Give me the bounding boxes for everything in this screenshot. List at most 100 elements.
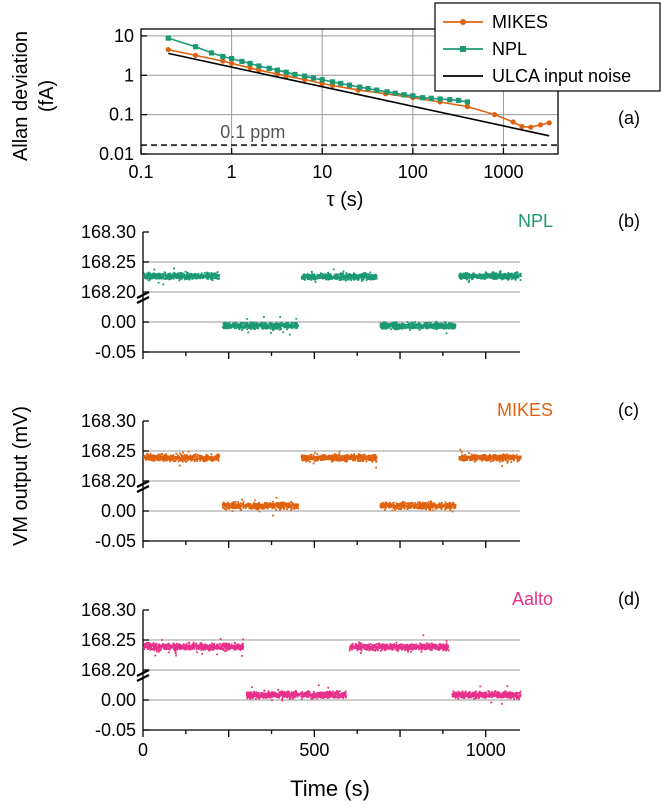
data-point: [321, 277, 323, 279]
data-point: [443, 503, 446, 506]
data-point: [497, 454, 499, 457]
data-point: [160, 276, 162, 278]
data-point: [180, 273, 183, 275]
data-point: [473, 276, 476, 279]
data-point: [194, 273, 196, 276]
data-point: [427, 506, 430, 509]
data-point: [466, 458, 468, 460]
data-point: [445, 327, 448, 330]
data-point: [329, 273, 332, 276]
data-point: [185, 274, 188, 276]
data-point: [473, 456, 476, 458]
data-point-mikes: [229, 60, 235, 67]
data-point: [334, 458, 337, 461]
data-point: [150, 456, 152, 458]
data-point: [383, 324, 385, 327]
x-tick-label: 10: [312, 162, 332, 182]
data-point: [473, 457, 476, 460]
data-point: [305, 274, 307, 277]
data-point: [198, 455, 201, 458]
data-point: [245, 505, 248, 508]
data-point: [458, 456, 461, 458]
data-point: [246, 324, 248, 327]
data-point: [425, 505, 428, 507]
data-point: [370, 276, 373, 279]
data-point: [155, 456, 157, 458]
data-point: [196, 460, 198, 462]
data-point: [165, 453, 168, 455]
data-point: [253, 325, 256, 327]
data-point: [474, 460, 477, 462]
data-point: [247, 331, 250, 334]
data-point: [477, 274, 479, 277]
data-point: [193, 460, 196, 463]
data-point: [374, 457, 376, 460]
data-segment-low: [379, 500, 457, 513]
data-point: [440, 325, 442, 328]
data-point: [338, 453, 341, 455]
data-point: [506, 462, 509, 464]
data-point: [516, 460, 519, 463]
data-point: [421, 326, 423, 328]
data-point: [172, 455, 175, 457]
data-point: [361, 280, 363, 282]
data-point: [317, 455, 320, 458]
data-point: [365, 458, 368, 461]
data-point: [210, 648, 212, 651]
data-point: [476, 457, 478, 460]
data-point: [344, 274, 347, 277]
data-point: [359, 455, 361, 458]
data-point: [400, 503, 403, 505]
data-point-mikes: [247, 65, 253, 71]
data-point: [382, 501, 384, 504]
y-tick-label: 0.00: [101, 690, 136, 710]
data-point: [321, 459, 324, 461]
data-point: [492, 459, 495, 462]
data-point: [202, 277, 204, 279]
data-point: [242, 503, 244, 506]
data-point: [171, 273, 174, 276]
data-point: [401, 502, 404, 505]
data-point: [372, 457, 375, 460]
data-point: [198, 276, 201, 278]
data-point: [438, 323, 440, 325]
data-point: [255, 504, 258, 507]
data-point: [396, 506, 398, 509]
data-point: [194, 454, 197, 457]
data-point: [408, 502, 411, 505]
data-point: [449, 323, 452, 326]
series-line-mikes: [168, 48, 550, 129]
data-point: [361, 273, 364, 275]
data-point-npl: [464, 99, 470, 105]
data-point: [155, 274, 158, 277]
y-tick-label: 168.20: [81, 282, 136, 302]
data-point: [279, 504, 282, 507]
data-point: [345, 460, 348, 463]
data-point: [158, 456, 161, 459]
data-point: [487, 459, 490, 462]
data-point: [166, 273, 169, 276]
data-point: [509, 455, 512, 458]
data-point: [436, 326, 439, 328]
data-point: [251, 323, 254, 326]
data-point: [261, 321, 264, 324]
data-point: [468, 279, 470, 282]
data-point: [504, 274, 506, 277]
data-point: [419, 504, 422, 506]
data-point: [206, 454, 208, 457]
data-point: [368, 455, 370, 458]
data-point: [466, 456, 468, 459]
data-point: [516, 458, 519, 461]
data-point: [213, 457, 216, 460]
data-point: [451, 325, 454, 328]
data-point: [500, 275, 503, 278]
data-point: [310, 274, 312, 276]
data-point: [242, 501, 245, 503]
data-point: [516, 455, 518, 458]
data-point: [262, 325, 265, 328]
data-point: [208, 455, 210, 458]
data-point-npl: [220, 53, 226, 60]
data-point: [337, 457, 339, 459]
data-point: [257, 326, 259, 328]
data-point: [183, 275, 185, 278]
